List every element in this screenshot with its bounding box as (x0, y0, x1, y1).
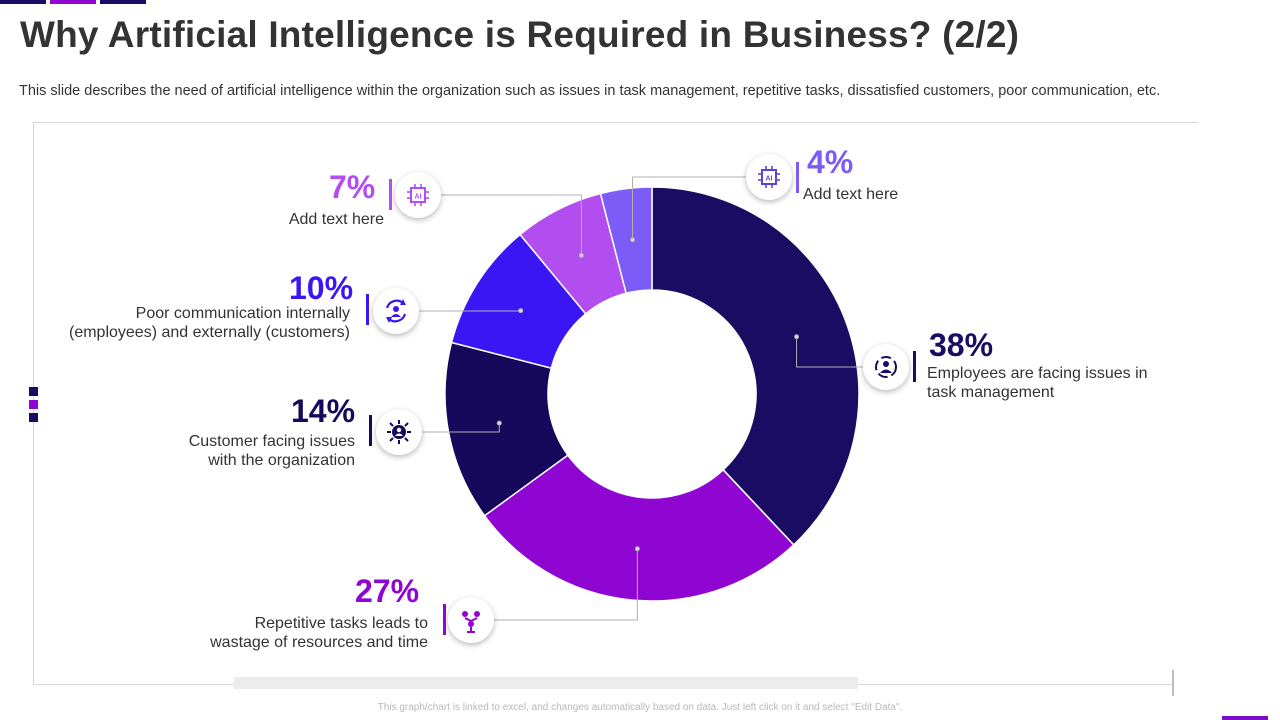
virus-person-icon (387, 420, 411, 444)
leader-line-27 (471, 548, 638, 621)
accent-bar-27 (443, 604, 446, 635)
top-accent-bar-3 (100, 0, 146, 4)
people-network-icon (875, 356, 897, 378)
leader-line-4 (632, 176, 769, 240)
annotation-text-10: Poor communication internally (employees… (69, 305, 350, 341)
slide-title: Why Artificial Intelligence is Required … (20, 14, 1020, 55)
percent-label-27: 27% (355, 573, 420, 609)
leader-line-14 (399, 423, 500, 433)
ai-chip-icon: AI (758, 166, 780, 188)
accent-bar-7 (389, 179, 392, 210)
donut-slice-4 (599, 186, 653, 295)
icon-circle-38 (863, 344, 909, 390)
accent-bar-10 (366, 294, 369, 325)
side-marker-1 (29, 387, 38, 396)
leader-dot-14 (496, 420, 502, 426)
icon-circle-10 (373, 288, 419, 334)
icon-circle-14 (376, 409, 422, 455)
annotation-text-27: Repetitive tasks leads to wastage of res… (210, 615, 428, 651)
leader-dot-7 (578, 252, 584, 258)
top-accent-bar-1 (0, 0, 46, 4)
top-accent-bar-2 (50, 0, 96, 4)
donut-slice-27 (483, 454, 795, 602)
people-connection-icon (462, 611, 480, 633)
annotation-text-7: Add text here (288, 211, 384, 228)
ai-chip-icon: AI (407, 184, 429, 206)
leader-line-38 (796, 336, 885, 368)
svg-text:AI: AI (415, 194, 422, 201)
icon-circle-7: AI (395, 172, 441, 218)
percent-label-14: 14% (291, 393, 356, 429)
percent-label-38: 38% (929, 327, 994, 363)
percent-label-4: 4% (807, 144, 854, 180)
accent-bar-4 (796, 162, 799, 193)
leader-dot-10 (518, 308, 524, 314)
accent-bar-38 (913, 351, 916, 382)
accent-bar-14 (369, 415, 372, 446)
corner-accent (1222, 716, 1268, 720)
horizontal-scrollbar[interactable] (234, 677, 858, 689)
leader-dot-38 (794, 334, 800, 340)
side-marker-3 (29, 413, 38, 422)
footer-note: This graph/chart is linked to excel, and… (377, 702, 903, 713)
percent-label-10: 10% (289, 270, 354, 306)
slide-subtitle: This slide describes the need of artific… (19, 83, 1161, 99)
donut-slice-14 (444, 341, 569, 517)
chart-frame-top (33, 122, 1198, 123)
annotation-text-38: Employees are facing issues in task mana… (927, 365, 1148, 401)
icon-circle-4: AI (746, 154, 792, 200)
annotation-text-4: Add text here (803, 186, 899, 203)
leader-dot-27 (634, 546, 640, 552)
leader-dot-4 (630, 237, 636, 243)
percent-label-7: 7% (329, 169, 376, 205)
refresh-people-icon (385, 299, 407, 323)
donut-slice-38 (651, 186, 860, 546)
annotation-text-14: Customer facing issues with the organiza… (188, 433, 355, 469)
svg-text:AI: AI (766, 176, 773, 183)
leader-line-7 (418, 194, 582, 256)
icon-circle-27 (448, 597, 494, 643)
side-marker-2 (29, 400, 38, 409)
chart-frame-resize-handle[interactable] (1172, 670, 1174, 696)
